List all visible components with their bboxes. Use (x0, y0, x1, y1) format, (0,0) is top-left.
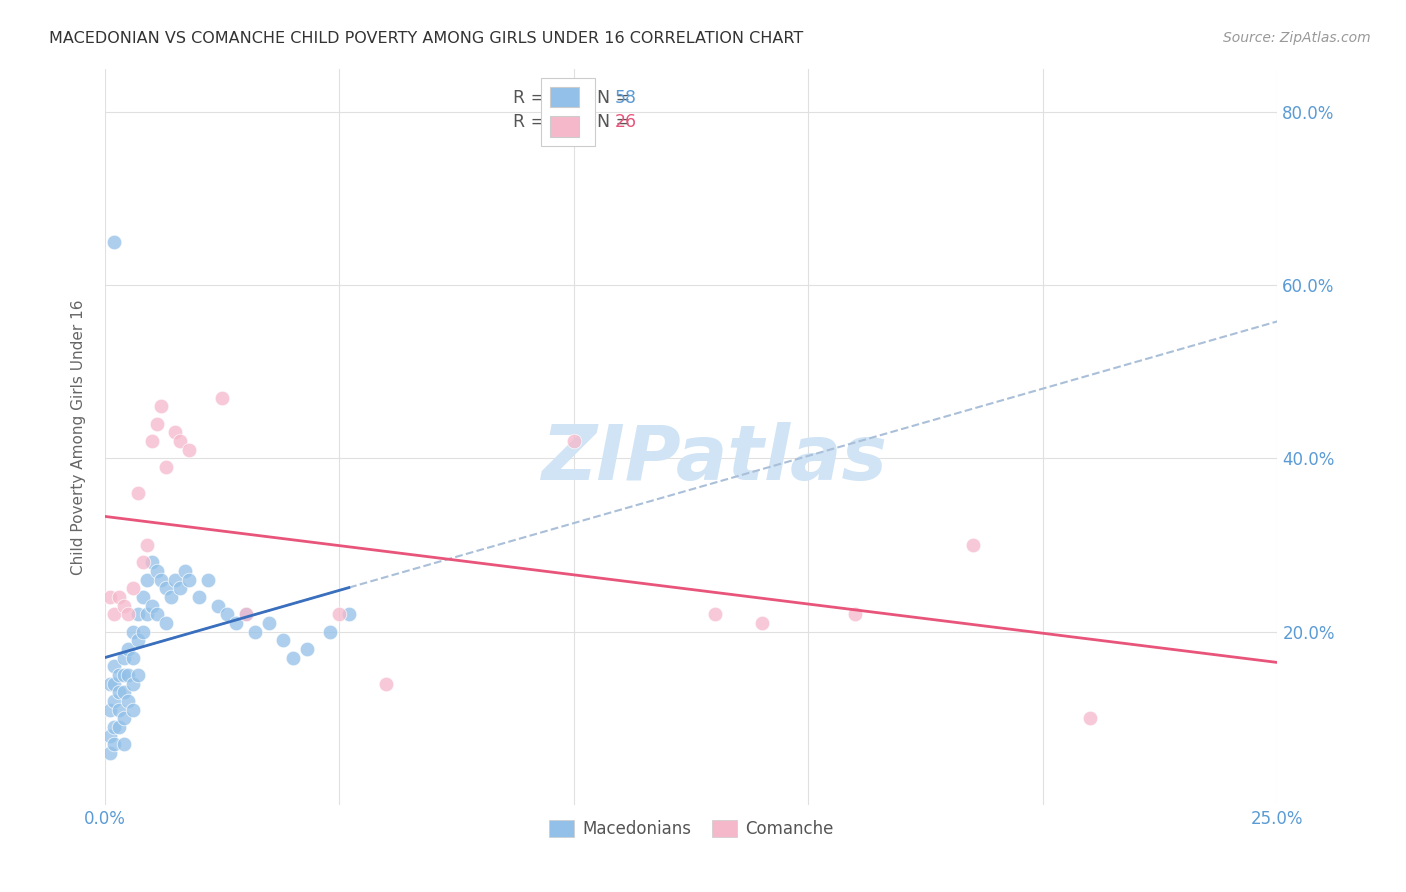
Point (122, 624, 145, 639)
Point (179, 442, 201, 457)
Point (319, 624, 342, 639)
Point (141, 555, 163, 569)
Point (98, 729, 121, 743)
Point (103, 676, 125, 690)
Point (187, 590, 209, 604)
Point (112, 711, 135, 725)
Point (271, 633, 294, 648)
Point (751, 615, 773, 630)
Text: R =: R = (513, 89, 551, 107)
Point (103, 235, 125, 249)
Point (159, 590, 181, 604)
Point (131, 590, 153, 604)
Point (117, 668, 139, 682)
Point (103, 694, 125, 708)
Point (117, 642, 139, 657)
Point (103, 659, 125, 673)
Point (127, 668, 149, 682)
Point (141, 599, 163, 613)
Point (122, 582, 145, 596)
Point (169, 434, 191, 449)
Point (235, 607, 257, 622)
Point (155, 582, 177, 596)
Point (136, 538, 159, 552)
Text: Source: ZipAtlas.com: Source: ZipAtlas.com (1223, 31, 1371, 45)
Point (122, 676, 145, 690)
Point (962, 538, 984, 552)
Point (197, 573, 219, 587)
Point (98, 676, 121, 690)
Point (98, 746, 121, 760)
Point (211, 391, 233, 405)
Text: ZIPatlas: ZIPatlas (541, 422, 887, 496)
Point (257, 615, 280, 630)
Point (215, 607, 238, 622)
Point (179, 573, 201, 587)
Point (131, 624, 153, 639)
Point (169, 582, 191, 596)
Point (117, 694, 139, 708)
Point (112, 685, 135, 699)
Point (337, 607, 360, 622)
Point (103, 737, 125, 751)
Point (112, 668, 135, 682)
Point (108, 720, 131, 734)
Point (103, 607, 125, 622)
Point (136, 607, 159, 622)
Point (155, 615, 177, 630)
Point (127, 633, 149, 648)
Text: MACEDONIAN VS COMANCHE CHILD POVERTY AMONG GIRLS UNDER 16 CORRELATION CHART: MACEDONIAN VS COMANCHE CHILD POVERTY AMO… (49, 31, 803, 46)
Point (131, 555, 153, 569)
Point (112, 737, 135, 751)
Point (243, 624, 266, 639)
Text: 0.208: 0.208 (541, 89, 591, 107)
Point (98, 590, 121, 604)
Point (328, 607, 350, 622)
Point (103, 720, 125, 734)
Text: R =: R = (513, 113, 551, 131)
Point (127, 486, 149, 500)
Point (295, 642, 318, 657)
Point (112, 650, 135, 665)
Text: 26: 26 (614, 113, 637, 131)
Point (225, 615, 247, 630)
Point (141, 434, 163, 449)
Point (165, 573, 187, 587)
Point (173, 564, 195, 578)
Text: 0.166: 0.166 (541, 113, 591, 131)
Point (562, 434, 585, 449)
Point (145, 607, 167, 622)
Point (235, 607, 257, 622)
Text: N =: N = (586, 113, 636, 131)
Point (281, 650, 304, 665)
Point (112, 599, 135, 613)
Point (207, 599, 229, 613)
Point (1078, 711, 1101, 725)
Point (127, 607, 149, 622)
Point (844, 607, 866, 622)
Point (155, 460, 177, 475)
Point (122, 650, 145, 665)
Point (108, 668, 131, 682)
Point (145, 564, 167, 578)
Point (136, 573, 159, 587)
Point (122, 703, 145, 717)
Point (165, 425, 187, 440)
Legend: Macedonians, Comanche: Macedonians, Comanche (543, 813, 839, 845)
Point (150, 573, 173, 587)
Point (117, 607, 139, 622)
Point (150, 400, 173, 414)
Text: N =: N = (586, 89, 636, 107)
Text: 58: 58 (614, 89, 637, 107)
Point (145, 417, 167, 431)
Point (108, 685, 131, 699)
Y-axis label: Child Poverty Among Girls Under 16: Child Poverty Among Girls Under 16 (72, 299, 86, 574)
Point (108, 703, 131, 717)
Point (703, 607, 725, 622)
Point (98, 703, 121, 717)
Point (108, 590, 131, 604)
Point (375, 676, 398, 690)
